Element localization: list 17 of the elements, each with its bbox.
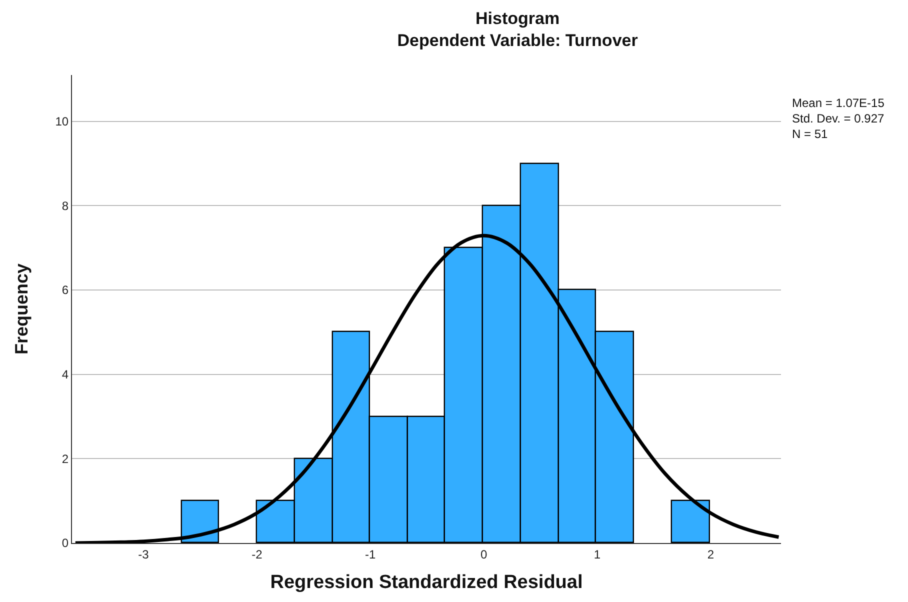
x-axis-title: Regression Standardized Residual <box>270 572 583 594</box>
x-tick-label: -3 <box>138 547 150 562</box>
y-tick-label: 10 <box>55 114 69 129</box>
text: Mean = 1.07E-15 Std. Dev. = 0.927 N = 51 <box>792 96 885 142</box>
chart-subtitle: Dependent Variable: Turnover <box>397 31 638 50</box>
x-tick-label: 1 <box>594 547 601 562</box>
y-axis-title: Frequency <box>11 263 32 355</box>
y-tick-label: 0 <box>62 536 69 550</box>
x-tick-label: 2 <box>707 547 714 562</box>
y-tick-label: 4 <box>62 368 69 382</box>
y-tick-label: 2 <box>62 452 69 466</box>
y-tick-label: 8 <box>62 198 69 213</box>
x-tick-label: -1 <box>365 547 376 562</box>
chart-title: Histogram <box>476 9 560 28</box>
y-tick-label: 6 <box>62 283 69 298</box>
x-tick-label: 0 <box>480 547 488 562</box>
x-tick-label: -2 <box>252 547 263 562</box>
